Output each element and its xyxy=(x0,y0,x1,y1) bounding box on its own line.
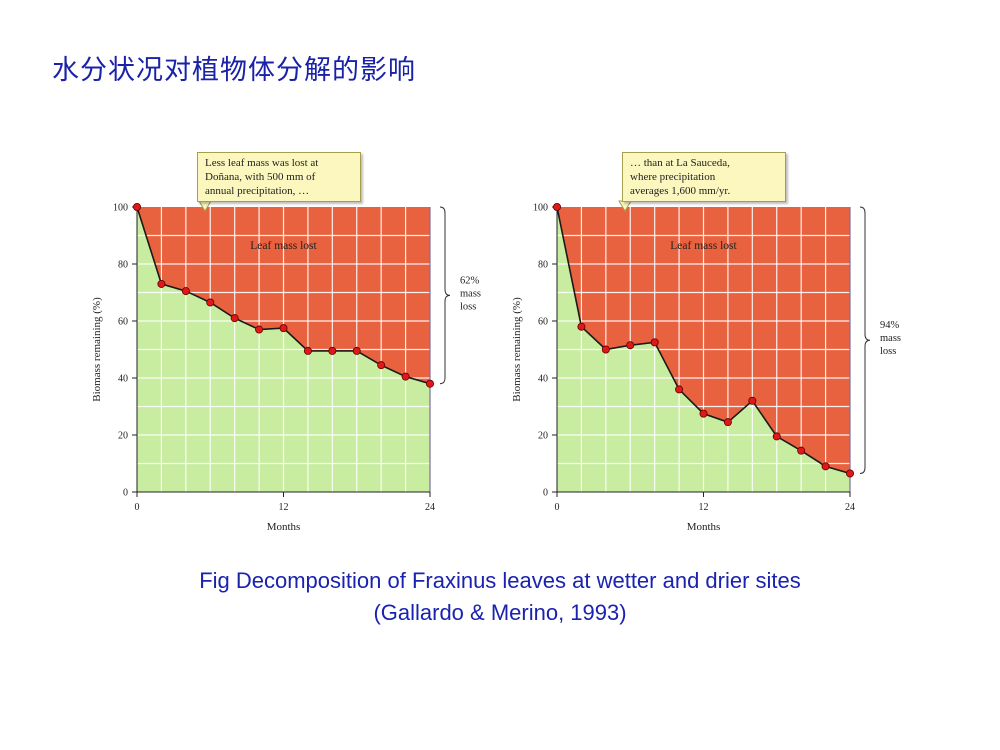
right-data-point xyxy=(601,345,610,354)
callout-right: … than at La Sauceda, where precipitatio… xyxy=(622,152,786,202)
left-data-point xyxy=(328,346,337,355)
right-data-point xyxy=(650,338,659,347)
chart-right: 0 20 40 60 80 100 0 12 24 Months Biomass remaining… xyxy=(502,145,922,545)
right-y-tick-label: 40 xyxy=(538,374,548,385)
chart-left: 0 20 40 60 80 100 0 12 24 Months Biomass remaining… xyxy=(82,145,502,545)
left-data-point xyxy=(206,298,215,307)
right-data-point xyxy=(553,203,562,212)
left-y-tick-label: 80 xyxy=(118,260,128,271)
caption-line-1: Fig Decomposition of Fraxinus leaves at … xyxy=(199,568,801,593)
left-data-point xyxy=(401,372,410,381)
right-x-tick-label: 0 xyxy=(555,502,560,513)
right-loss-bracket xyxy=(859,206,871,474)
right-y-tick-label: 0 xyxy=(543,488,548,499)
left-data-point xyxy=(279,324,288,333)
left-region-label: Leaf mass lost xyxy=(250,240,317,252)
right-data-point xyxy=(699,409,708,418)
left-data-point xyxy=(230,314,239,323)
left-data-point xyxy=(352,346,361,355)
slide-title: 水分状况对植物体分解的影响 xyxy=(52,55,416,86)
left-y-tick-label: 40 xyxy=(118,374,128,385)
right-bracket-label: mass xyxy=(880,333,901,344)
left-bracket-label: loss xyxy=(460,301,476,312)
left-y-tick-label: 60 xyxy=(118,317,128,328)
right-data-point xyxy=(723,418,732,427)
right-bracket-label: loss xyxy=(880,346,896,357)
callout-left: Less leaf mass was lost at Doñana, with … xyxy=(197,152,361,202)
left-y-axis-label: Biomass remaining (%) xyxy=(91,297,103,402)
right-data-point xyxy=(821,462,830,471)
right-y-axis-label: Biomass remaining (%) xyxy=(511,297,523,402)
right-data-point xyxy=(748,396,757,405)
figure-caption: Fig Decomposition of Fraxinus leaves at … xyxy=(0,565,1000,629)
right-x-tick-label: 12 xyxy=(699,502,709,513)
right-data-point xyxy=(845,469,854,478)
chart-left-svg: 0 20 40 60 80 100 0 12 24 Months Biomass remaining… xyxy=(91,200,481,533)
right-data-point xyxy=(772,432,781,441)
right-y-tick-label: 100 xyxy=(533,203,548,214)
right-data-point xyxy=(626,341,635,350)
left-y-tick-label: 20 xyxy=(118,431,128,442)
right-data-point xyxy=(675,385,684,394)
right-region-label: Leaf mass lost xyxy=(670,240,737,252)
left-bracket-label: 62% xyxy=(460,275,480,286)
left-data-point xyxy=(133,203,142,212)
right-y-tick-label: 80 xyxy=(538,260,548,271)
left-x-tick-label: 24 xyxy=(425,502,435,513)
left-x-tick-label: 12 xyxy=(279,502,289,513)
left-x-tick-label: 0 xyxy=(135,502,140,513)
right-data-point xyxy=(577,322,586,331)
left-data-point xyxy=(255,325,264,334)
left-data-point xyxy=(303,346,312,355)
left-x-axis-label: Months xyxy=(267,521,301,533)
left-data-point xyxy=(377,361,386,370)
left-bracket-label: mass xyxy=(460,288,481,299)
right-y-tick-label: 60 xyxy=(538,317,548,328)
left-data-point xyxy=(425,379,434,388)
caption-line-2: (Gallardo & Merino, 1993) xyxy=(373,600,627,625)
left-data-point xyxy=(157,279,166,288)
left-data-point xyxy=(181,287,190,296)
chart-right-svg: 0 20 40 60 80 100 0 12 24 Months Biomass remaining… xyxy=(511,200,901,533)
right-x-axis-label: Months xyxy=(687,521,721,533)
right-bracket-label: 94% xyxy=(880,320,900,331)
right-x-tick-label: 24 xyxy=(845,502,855,513)
right-data-point xyxy=(797,446,806,455)
left-loss-bracket xyxy=(439,206,451,385)
left-y-tick-label: 100 xyxy=(113,203,128,214)
left-y-tick-label: 0 xyxy=(123,488,128,499)
right-y-tick-label: 20 xyxy=(538,431,548,442)
